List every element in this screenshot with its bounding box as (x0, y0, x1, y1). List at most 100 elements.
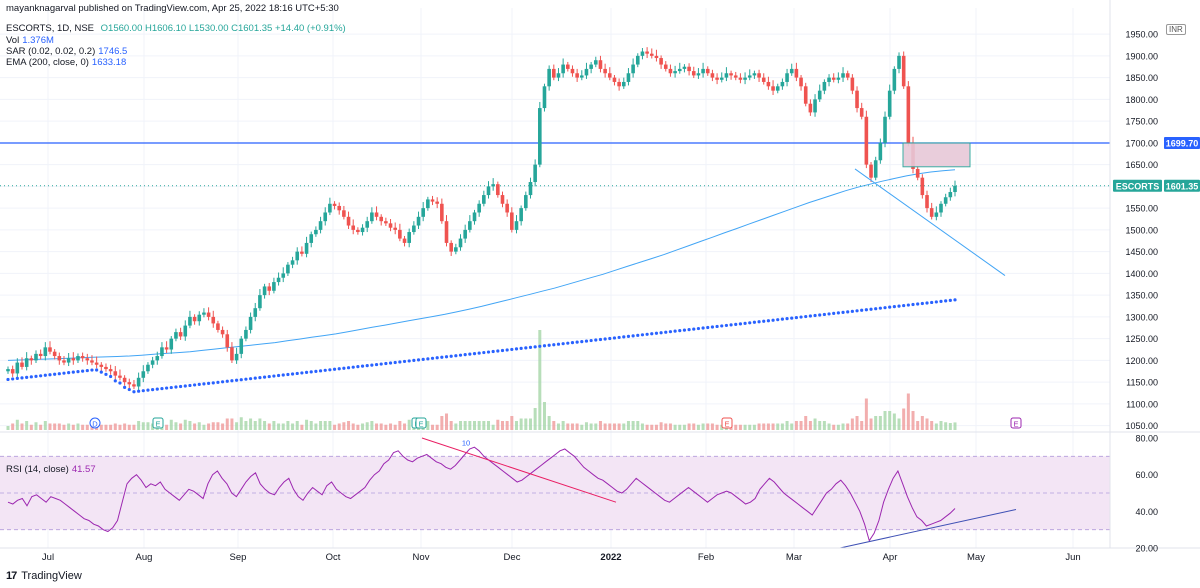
ohlc-values: O1560.00 H1606.10 L1530.00 C1601.35 +14.… (100, 23, 346, 34)
sar-legend[interactable]: SAR (0.02, 0.02, 0.2) 1746.5 (6, 46, 127, 57)
volume-bar (482, 421, 486, 430)
volume-bar (319, 421, 323, 430)
event-marker: E (1010, 417, 1022, 429)
volume-bar (916, 421, 920, 430)
candle-body (575, 73, 579, 78)
rsi-value: 41.57 (71, 464, 96, 475)
sar-dot (407, 359, 411, 363)
ema-legend[interactable]: EMA (200, close, 0) 1633.18 (6, 57, 126, 68)
sar-dot (888, 305, 892, 309)
volume-bar (892, 413, 896, 430)
volume-bar (617, 423, 621, 430)
candle-body (29, 358, 34, 361)
candle-body (761, 77, 766, 82)
candle-body (141, 371, 146, 378)
price-badge-label: 1601.35 (1166, 181, 1199, 191)
event-marker: E (415, 417, 427, 429)
volume-bar (883, 411, 887, 430)
tradingview-brand[interactable]: 17 TradingView (6, 570, 82, 582)
sar-dot (374, 362, 379, 367)
volume-bar (179, 423, 183, 430)
time-tick-label: Jul (42, 552, 54, 563)
sar-dot (57, 372, 61, 376)
candle-body (579, 75, 584, 78)
price-tick-label: 1900.00 (1125, 51, 1158, 61)
candle-body (160, 347, 164, 357)
volume-legend[interactable]: Vol 1.376M (6, 35, 54, 46)
volume-bar (375, 423, 379, 430)
sar-dot (626, 334, 631, 338)
currency-badge[interactable]: INR (1166, 24, 1186, 35)
sar-dot (449, 354, 453, 358)
sar-dot (230, 379, 234, 383)
candle-body (915, 168, 920, 178)
sar-dot (692, 327, 696, 331)
candle-body (384, 221, 388, 224)
sar-dot (552, 343, 556, 347)
volume-bar (15, 419, 19, 430)
earnings-icon (721, 417, 733, 429)
sar-dot (220, 380, 225, 384)
earnings-icon (415, 417, 427, 429)
sar-dot (715, 324, 719, 329)
volume-bar (449, 421, 453, 430)
volume-bar (473, 421, 477, 430)
candle-body (52, 351, 57, 357)
candle-body (458, 238, 463, 248)
sar-dot (39, 374, 43, 378)
candle-body (897, 55, 901, 69)
volume-bar (687, 423, 691, 430)
price-tick-label: 1250.00 (1125, 334, 1158, 344)
symbol-title[interactable]: ESCORTS, 1D, NSE (6, 23, 94, 34)
sar-dot (412, 358, 416, 362)
volume-bar (351, 423, 355, 430)
sar-dot (234, 378, 239, 382)
sar-dot (109, 374, 113, 379)
candle-body (603, 68, 607, 74)
sar-dot (384, 361, 388, 366)
time-tick-label: Nov (413, 552, 430, 563)
volume-bar (589, 423, 593, 430)
price-badge-label: 1699.70 (1166, 138, 1199, 148)
volume-bar (869, 418, 873, 430)
brand-label: TradingView (21, 570, 82, 582)
volume-bar (710, 423, 714, 430)
candle-body (43, 347, 48, 357)
volume-bar (174, 422, 178, 430)
candle-body (719, 77, 724, 80)
volume-bar (659, 422, 663, 430)
volume-bar (34, 422, 38, 430)
volume-bar (510, 416, 514, 430)
sar-dot (594, 338, 598, 342)
candle-body (318, 221, 323, 230)
volume-bar (500, 421, 504, 430)
volume-bar (407, 419, 411, 430)
sar-dot (104, 372, 108, 376)
volume-bar (827, 423, 831, 430)
volume-bar (902, 408, 906, 430)
sar-dot (188, 383, 192, 388)
sar-dot (706, 325, 710, 330)
volume-bar (141, 422, 145, 430)
volume-bar (435, 424, 439, 430)
sar-dot (696, 326, 701, 331)
candle-body (906, 86, 911, 143)
candle-body (631, 64, 635, 74)
sar-dot (165, 386, 169, 390)
candle-body (584, 68, 589, 76)
event-marker: D (89, 417, 101, 429)
volume-bar (463, 421, 467, 430)
rsi-legend[interactable]: RSI (14, close) 41.57 (6, 464, 96, 475)
volume-bar (930, 421, 934, 430)
candle-body (197, 314, 202, 322)
volume-bar (748, 424, 752, 430)
sar-dot (197, 382, 201, 387)
candle-body (785, 73, 789, 82)
volume-bar (608, 423, 612, 430)
volume-bar (11, 423, 15, 430)
candle-body (878, 142, 883, 161)
event-label: E (724, 420, 729, 429)
candle-body (566, 64, 570, 69)
sar-dot (304, 370, 309, 374)
candle-body (668, 68, 673, 74)
